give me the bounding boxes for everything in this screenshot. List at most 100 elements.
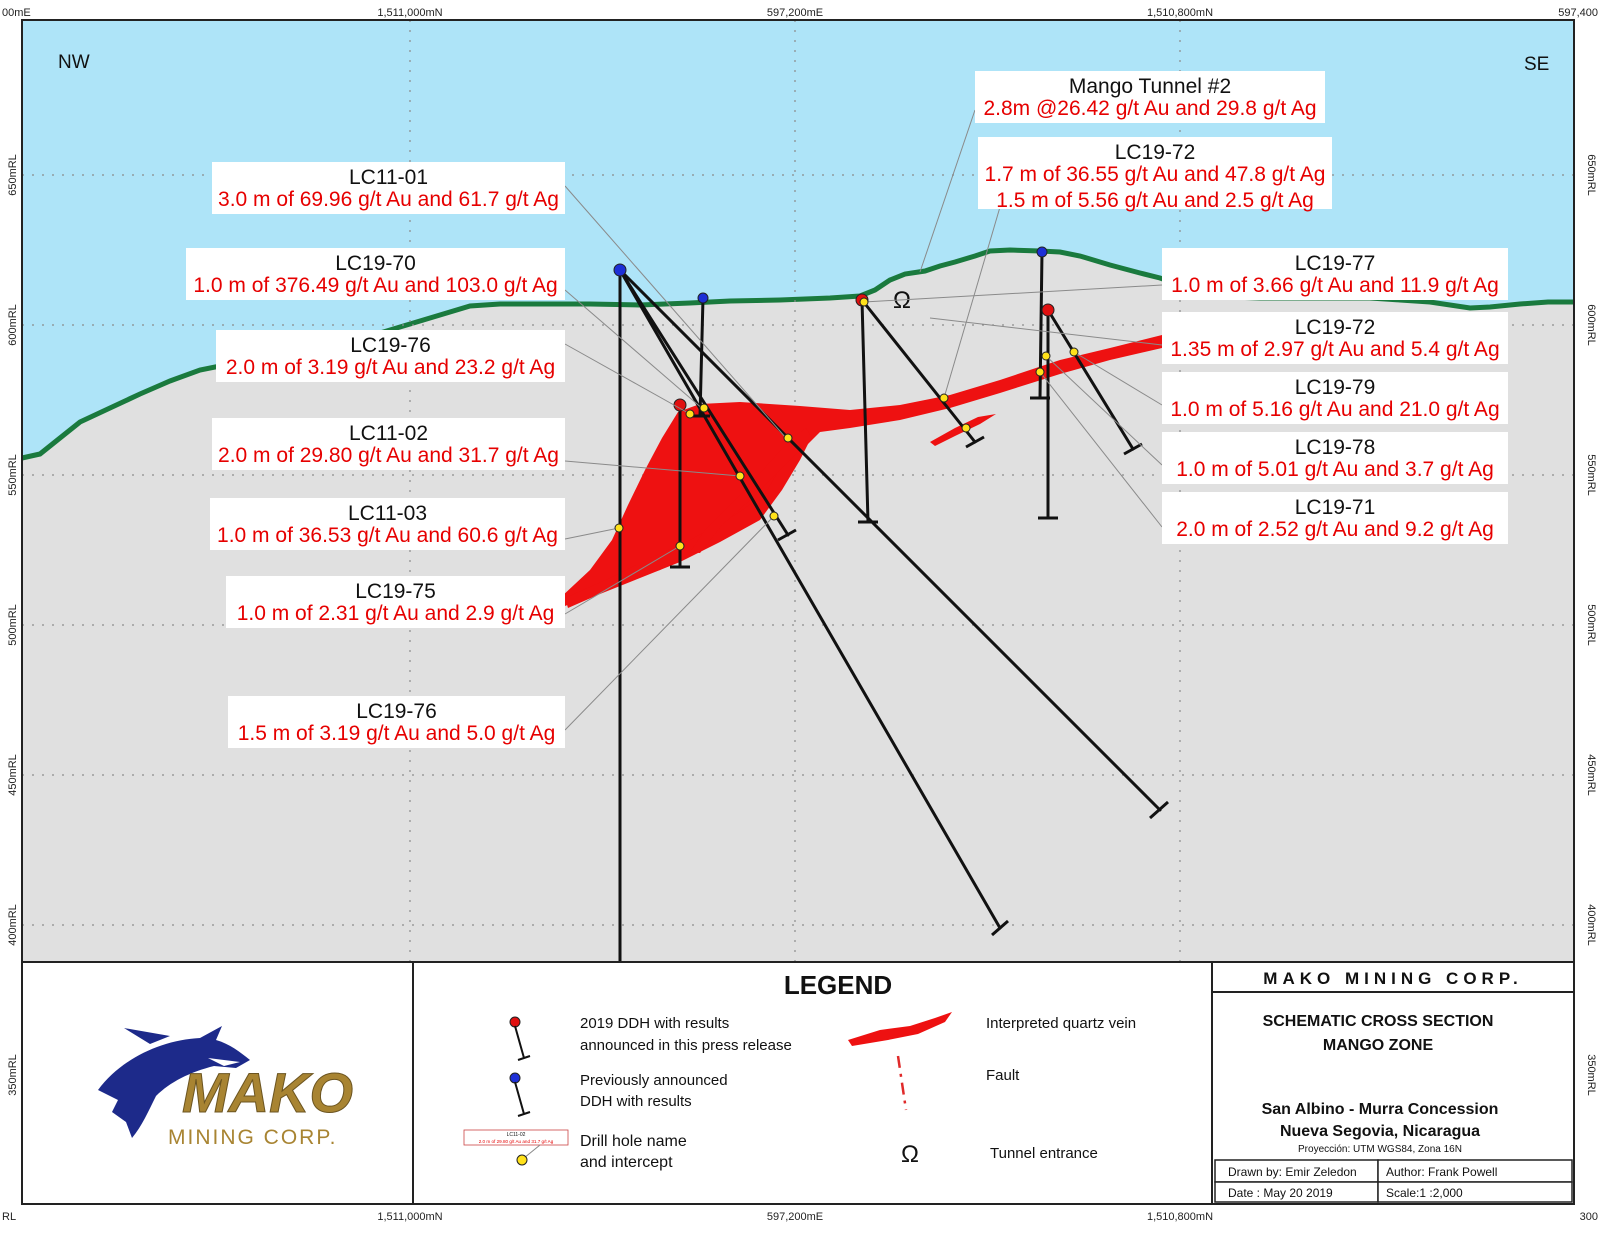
annotation-lc19-71: LC19-712.0 m of 2.52 g/t Au and 9.2 g/t … (1162, 492, 1508, 544)
bottom-coord-3: 1,510,800mN (1147, 1211, 1213, 1223)
elevation-label: 400mRL (1585, 904, 1597, 946)
legend-tunnel: Tunnel entrance (990, 1145, 1098, 1162)
legend-quartz-vein: Interpreted quartz vein (986, 1015, 1136, 1032)
bottom-coord-4: 300 (1580, 1211, 1598, 1223)
elevation-label: 650mRL (1585, 154, 1597, 196)
annotation-lc19-70: LC19-701.0 m of 376.49 g/t Au and 103.0 … (186, 248, 565, 300)
annotation-intercept: 1.5 m of 5.56 g/t Au and 2.5 g/t Ag (996, 189, 1314, 212)
annotation-title: LC19-78 (1295, 436, 1376, 459)
annotation-lc19-75: LC19-751.0 m of 2.31 g/t Au and 2.9 g/t … (226, 576, 565, 628)
annotation-box (210, 498, 565, 550)
legend-ddh-2019-line2: announced in this press release (580, 1037, 792, 1054)
annotation-intercept: 3.0 m of 69.96 g/t Au and 61.7 g/t Ag (218, 188, 559, 211)
top-coordinate-labels: 00mE 1,511,000mN 597,200mE 1,510,800mN 5… (2, 7, 1598, 19)
annotation-title: LC11-02 (349, 422, 428, 445)
annotation-lc19-77: LC19-771.0 m of 3.66 g/t Au and 11.9 g/t… (1162, 248, 1508, 300)
annotation-intercept: 1.0 m of 2.31 g/t Au and 2.9 g/t Ag (237, 602, 555, 625)
annotation-intercept: 2.0 m of 2.52 g/t Au and 9.2 g/t Ag (1176, 518, 1494, 541)
elevation-label: 650mRL (7, 154, 19, 196)
annotation-title: LC11-03 (348, 502, 427, 525)
annotation-box (1162, 248, 1508, 300)
annotation-title: LC19-77 (1295, 252, 1376, 275)
date: Date : May 20 2019 (1228, 1186, 1333, 1200)
lower-vein (565, 430, 812, 608)
location-line1: San Albino - Murra Concession (1262, 1101, 1499, 1118)
legend-drill-name-line1: Drill hole name (580, 1133, 687, 1150)
leader-lines (564, 109, 1163, 731)
annotation-intercept: 1.35 m of 2.97 g/t Au and 5.4 g/t Ag (1170, 338, 1499, 361)
left-elevation-labels: 650mRL 600mRL 550mRL 500mRL 450mRL 400mRL 350m… (7, 154, 19, 1096)
annotation-intercept: 1.7 m of 36.55 g/t Au and 47.8 g/t Ag (985, 163, 1326, 186)
annotation-box (216, 330, 565, 382)
top-coord-1: 1,511,000mN (377, 7, 442, 19)
elevation-label: 600mRL (1585, 304, 1597, 346)
projection-label: Proyección: UTM WGS84, Zona 16N (1298, 1144, 1462, 1155)
annotation-box (975, 71, 1325, 123)
direction-se-label: SE (1524, 54, 1549, 75)
drillhole-lc19-75 (698, 296, 705, 418)
legend-ddh-previous-line2: DDH with results (580, 1093, 692, 1110)
annotation-box (228, 696, 565, 748)
vein-branch (690, 428, 812, 553)
annotation-lc19-76b: LC19-761.5 m of 3.19 g/t Au and 5.0 g/t … (228, 696, 565, 748)
annotation-box (212, 162, 565, 214)
annotation-title: LC19-76 (356, 700, 437, 723)
annotation-box (1162, 312, 1508, 364)
legend-ddh-previous-line1: Previously announced (580, 1072, 728, 1089)
mako-logo: MAKO MINING CORP. (98, 1026, 354, 1149)
bottom-coordinate-labels: RL 1,511,000mN 597,200mE 1,510,800mN 300 (2, 1211, 1598, 1223)
annotation-box (226, 576, 565, 628)
elevation-label: 400mRL (7, 904, 19, 946)
annotation-box (212, 418, 565, 470)
elevation-label: 500mRL (7, 604, 19, 646)
bottom-coord-2: 597,200mE (767, 1211, 823, 1223)
right-elevation-labels: 650mRL 600mRL 550mRL 500mRL 450mRL 400mRL 350m… (1585, 154, 1597, 1096)
coordinate-grid (22, 20, 1574, 962)
annotation-intercept: 2.0 m of 3.19 g/t Au and 23.2 g/t Ag (226, 356, 555, 379)
annotation-lc19-76a: LC19-762.0 m of 3.19 g/t Au and 23.2 g/t… (216, 330, 565, 382)
annotation-box (978, 137, 1332, 209)
annotation-intercept: 1.0 m of 3.66 g/t Au and 11.9 g/t Ag (1171, 274, 1499, 297)
legend-blue-collar-icon (509, 1072, 521, 1084)
section-heading-line2: MANGO ZONE (1323, 1037, 1434, 1054)
bottom-coord-0: RL (2, 1211, 16, 1223)
logo-subtitle: MINING CORP. (168, 1126, 337, 1149)
annotation-lc11-01: LC11-013.0 m of 69.96 g/t Au and 61.7 g/… (212, 162, 565, 214)
shark-fin-icon (124, 1028, 170, 1044)
annotation-title: Mango Tunnel #2 (1069, 75, 1231, 98)
drillholes (618, 250, 1162, 964)
elevation-label: 500mRL (1585, 604, 1597, 646)
sky-area (22, 20, 1574, 458)
top-coord-0: 00mE (2, 7, 31, 19)
annotation-title: LC19-72 (1115, 141, 1196, 164)
annotation-lc11-02: LC11-022.0 m of 29.80 g/t Au and 31.7 g/… (212, 418, 565, 470)
shark-icon (98, 1026, 250, 1138)
legend-sample-box (463, 1129, 569, 1146)
annotation-intercept: 2.0 m of 29.80 g/t Au and 31.7 g/t Ag (218, 444, 559, 467)
annotation-lc11-03: LC11-031.0 m of 36.53 g/t Au and 60.6 g/… (210, 498, 565, 550)
legend-fault-icon (896, 1055, 908, 1111)
legend-ddh-2019-line1: 2019 DDH with results (580, 1015, 729, 1032)
annotation-title: LC19-72 (1295, 316, 1376, 339)
legend-sample-line: 2.0 m of 29.80 g/t Au and 31.7 g/t Ag (479, 1139, 554, 1144)
annotation-intercept: 1.0 m of 5.01 g/t Au and 3.7 g/t Ag (1176, 458, 1494, 481)
legend-red-collar-icon (509, 1016, 521, 1028)
elevation-label: 350mRL (7, 1054, 19, 1096)
annotation-title: LC11-01 (349, 166, 428, 189)
legend-vein-icon (848, 1012, 952, 1046)
location-line2: Nueva Segovia, Nicaragua (1280, 1123, 1480, 1140)
section-heading-line1: SCHEMATIC CROSS SECTION (1263, 1013, 1494, 1030)
company-name: MAKO MINING CORP. (1263, 969, 1522, 988)
shark-jaw-icon (208, 1058, 240, 1066)
drawn-by: Drawn by: Emir Zeledon (1228, 1165, 1357, 1179)
annotation-box (1162, 432, 1508, 484)
legend-tunnel-icon: Ω (901, 1141, 919, 1168)
annotation-intercept: 1.0 m of 5.16 g/t Au and 21.0 g/t Ag (1170, 398, 1499, 421)
elevation-label: 450mRL (7, 754, 19, 796)
elevation-label: 450mRL (1585, 754, 1597, 796)
author: Author: Frank Powell (1386, 1165, 1497, 1179)
legend-sample-title: LC11-02 (507, 1132, 526, 1138)
annotation-intercept: 1.0 m of 376.49 g/t Au and 103.0 g/t Ag (193, 274, 557, 297)
